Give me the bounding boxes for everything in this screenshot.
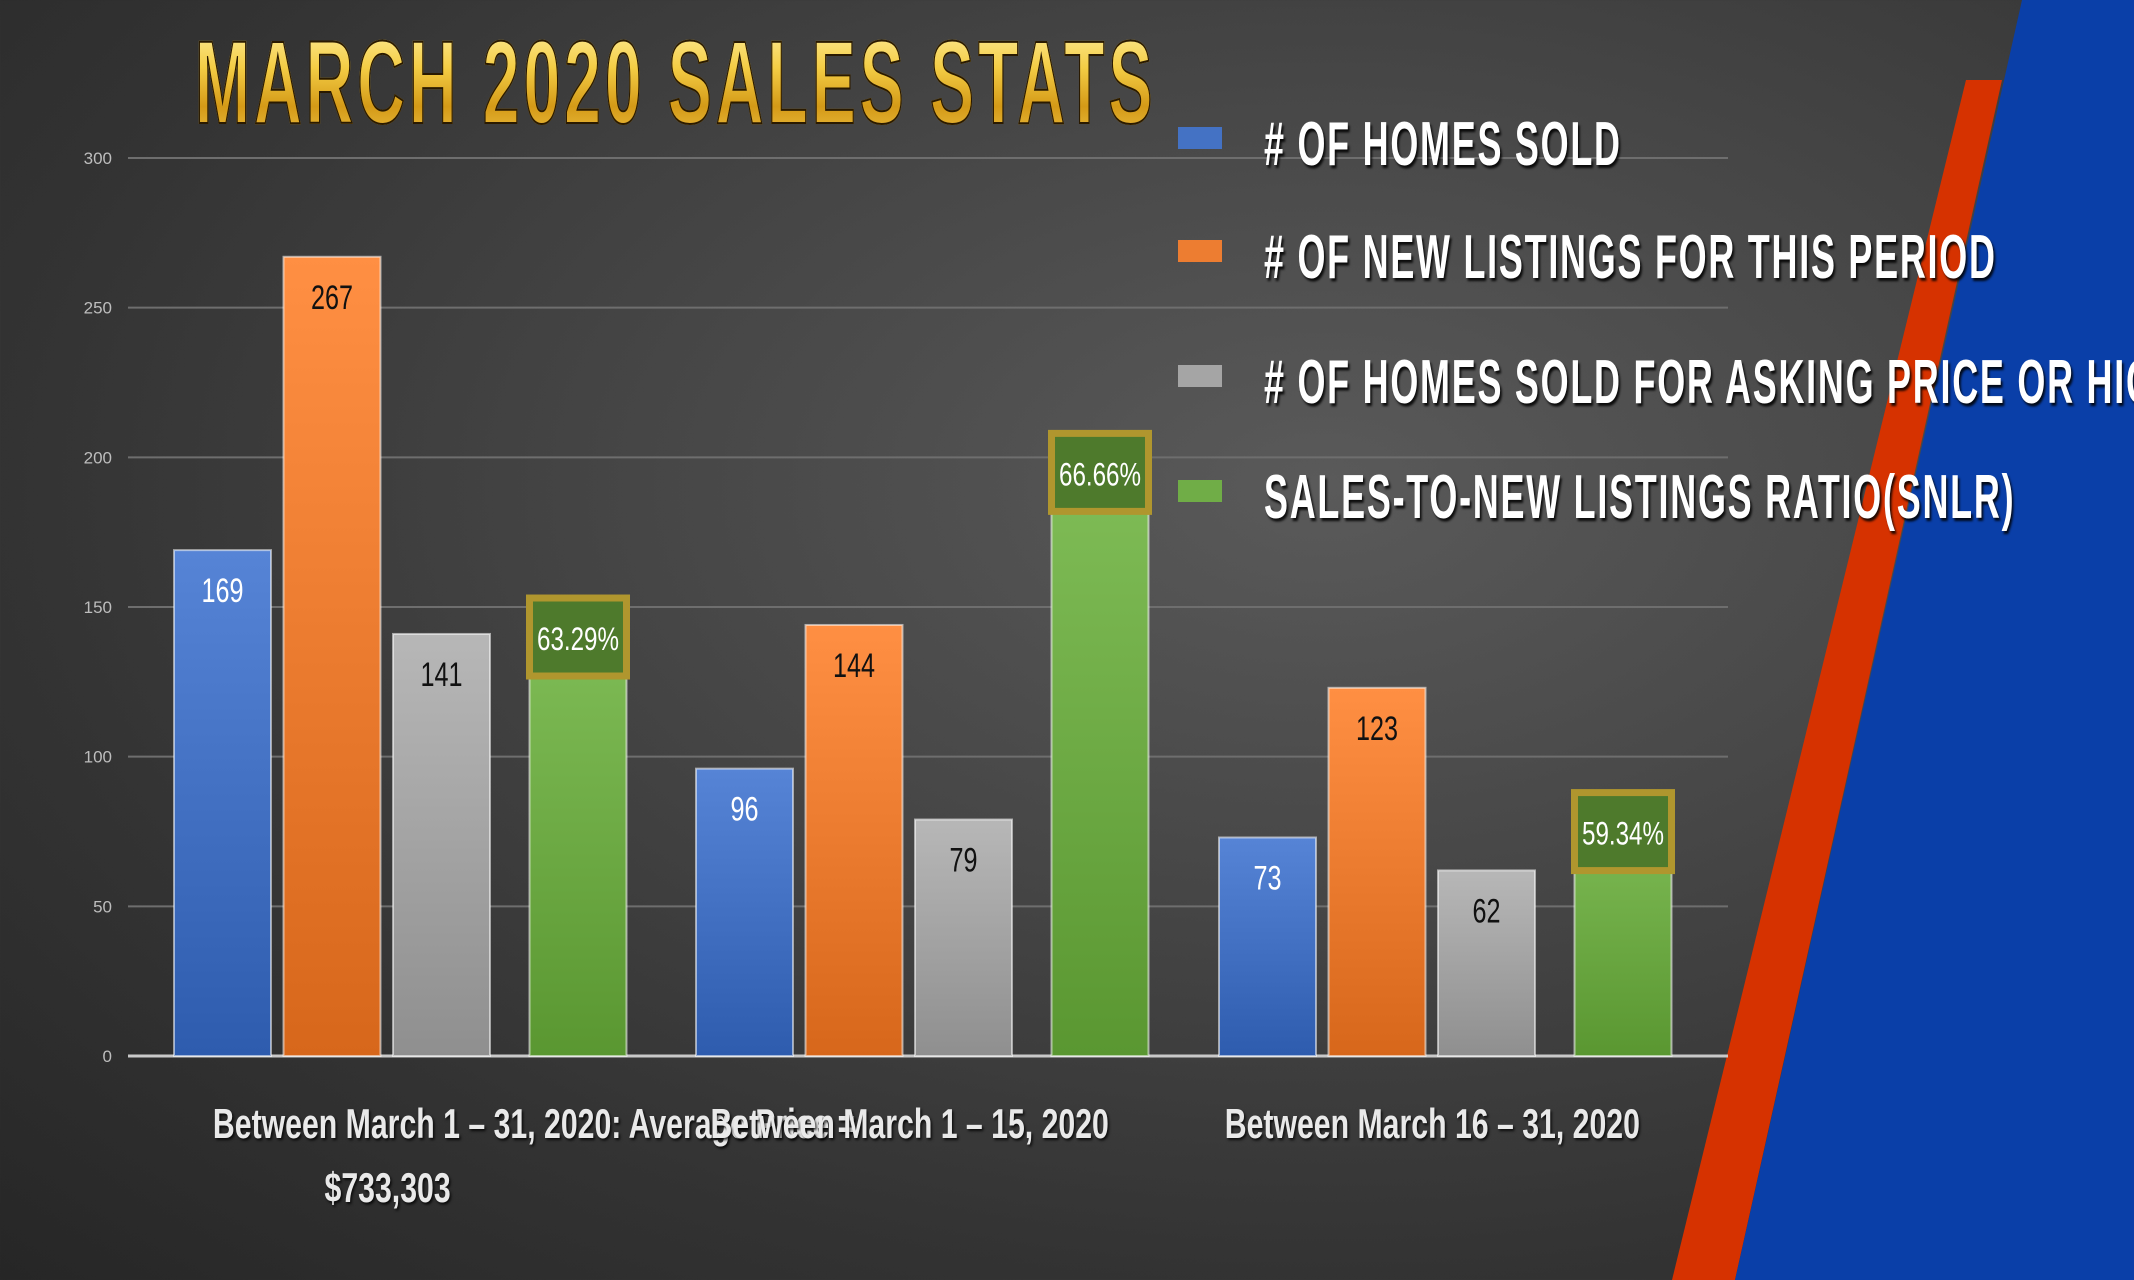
bar (1327, 686, 1427, 1057)
bar (1218, 836, 1317, 1058)
legend-label-snlr: SALES-TO-NEW LISTINGS RATIO(SNLR) (1264, 463, 2016, 532)
blue-diagonal-panel (1735, 0, 2134, 1280)
data-label: 73 (1254, 859, 1282, 897)
y-tick-label: 250 (84, 299, 112, 318)
legend-item-new-listings: # OF NEW LISTINGS FOR THIS PERIOD (1178, 226, 2134, 296)
data-label: 59.34% (1582, 816, 1664, 852)
data-label: 144 (833, 647, 875, 685)
category-label-line2: $733,303 (324, 1164, 452, 1211)
bar (173, 549, 272, 1057)
legend-label-new-listings: # OF NEW LISTINGS FOR THIS PERIOD (1264, 223, 1997, 292)
y-tick-label: 150 (84, 598, 112, 617)
legend-swatch-snlr (1178, 480, 1222, 502)
category-label-march-16-31: Between March 16 – 31, 2020 (1132, 1092, 1732, 1156)
category-label-line1: Between March 1 – 15, 2020 (710, 1100, 1110, 1147)
legend-label-asking-or-higher: # OF HOMES SOLD FOR ASKING PRICE OR HIGH… (1264, 348, 2134, 417)
ratio-highlight-box (1048, 429, 1152, 515)
data-label: 96 (731, 791, 759, 829)
data-label: 79 (950, 842, 978, 880)
bar (695, 767, 794, 1057)
y-tick-label: 300 (84, 149, 112, 168)
bar (282, 255, 382, 1057)
legend-item-homes-sold: # OF HOMES SOLD (1178, 113, 2134, 183)
ratio-highlight-box (1571, 789, 1675, 875)
legend-item-asking-or-higher: # OF HOMES SOLD FOR ASKING PRICE OR HIGH… (1178, 351, 2134, 421)
category-label-line1: Between March 1 – 31, 2020: Average Pric… (212, 1100, 856, 1147)
data-label: 66.66% (1059, 456, 1141, 492)
chart-title: MARCH 2020 SALES STATS (194, 17, 1157, 149)
bar (914, 818, 1013, 1057)
y-tick-label: 100 (84, 748, 112, 767)
data-label: 123 (1356, 710, 1398, 748)
y-tick-label: 0 (103, 1047, 112, 1066)
bar (1437, 869, 1536, 1057)
legend-label-homes-sold: # OF HOMES SOLD (1264, 110, 1622, 179)
bar (1050, 432, 1150, 1057)
data-label: 267 (311, 279, 353, 317)
category-label-march-1-31: Between March 1 – 31, 2020: Average Pric… (88, 1092, 855, 1220)
category-label-line1: Between March 16 – 31, 2020 (1224, 1100, 1640, 1147)
data-label: 169 (202, 572, 244, 610)
y-tick-label: 200 (84, 448, 112, 467)
data-label: 141 (421, 656, 463, 694)
data-label: 63.29% (537, 621, 619, 657)
red-diagonal-stripe (1672, 80, 2002, 1280)
legend-swatch-homes-sold (1178, 127, 1222, 149)
category-label-march-1-15: Between March 1 – 15, 2020 (610, 1092, 1210, 1156)
legend-item-snlr: SALES-TO-NEW LISTINGS RATIO(SNLR) (1178, 466, 2134, 536)
y-tick-label: 50 (93, 897, 112, 916)
bar (392, 632, 491, 1057)
ratio-highlight-box (526, 594, 630, 680)
bar (804, 623, 904, 1058)
legend-swatch-new-listings (1178, 240, 1222, 262)
legend-swatch-asking-or-higher (1178, 365, 1222, 387)
data-label: 62 (1473, 892, 1501, 930)
